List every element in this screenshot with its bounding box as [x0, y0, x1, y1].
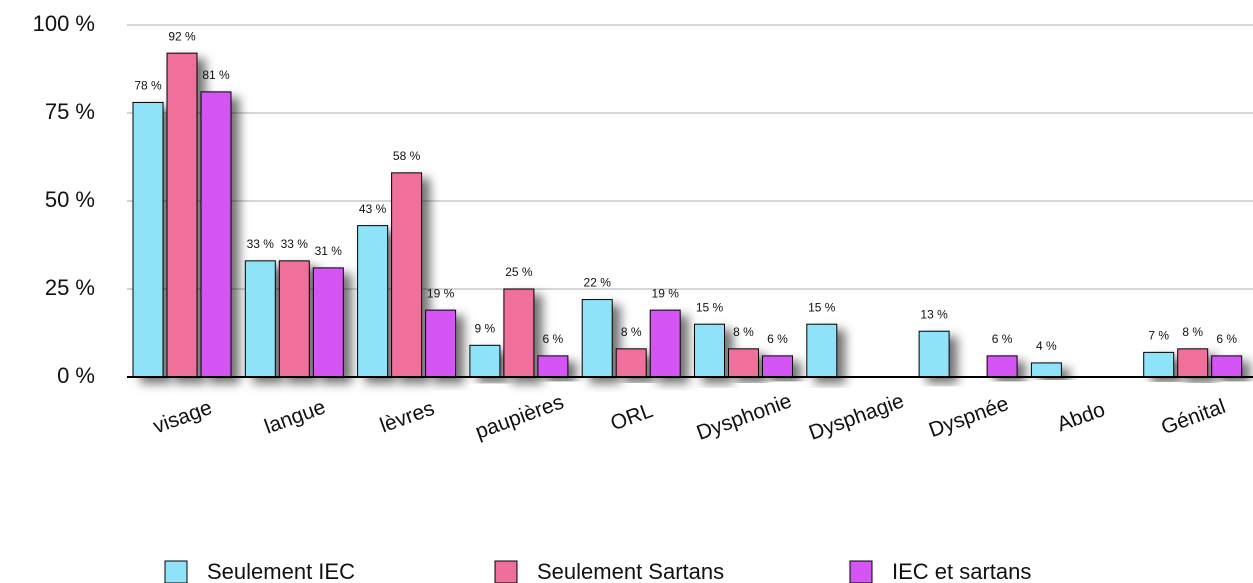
- value-label: 15 %: [808, 300, 836, 314]
- bar: [694, 323, 725, 378]
- bar: [537, 355, 569, 378]
- value-label: 8 %: [1182, 325, 1203, 339]
- value-label: 78 %: [134, 79, 162, 93]
- y-tick-label: 0 %: [57, 363, 95, 388]
- x-tick-label: visage: [150, 396, 215, 438]
- value-label: 7 %: [1148, 329, 1169, 343]
- bar: [391, 172, 423, 378]
- y-tick-label: 75 %: [45, 99, 95, 124]
- value-label: 19 %: [427, 286, 455, 300]
- bar: [806, 323, 838, 378]
- value-label: 15 %: [696, 300, 724, 314]
- x-tick-label: ORL: [608, 399, 656, 435]
- value-label: 31 %: [315, 244, 343, 258]
- bar: [357, 225, 389, 378]
- bar: [312, 267, 344, 378]
- value-label: 92 %: [168, 29, 196, 43]
- bar: [728, 348, 759, 378]
- bar: [132, 101, 164, 378]
- value-label: 43 %: [359, 202, 387, 216]
- value-label: 19 %: [652, 286, 680, 300]
- bar: [1143, 351, 1175, 378]
- value-label: 81 %: [202, 68, 230, 82]
- legend-swatch: [164, 560, 188, 583]
- value-label: 6 %: [543, 332, 564, 346]
- x-tick-label: langue: [261, 396, 328, 439]
- value-label: 25 %: [505, 265, 533, 279]
- legend-label: Seulement IEC: [207, 559, 355, 583]
- bar: [166, 52, 198, 378]
- x-tick-label: Dysphonie: [694, 389, 795, 445]
- value-label: 6 %: [767, 332, 788, 346]
- bar: [1211, 355, 1243, 378]
- value-label: 8 %: [733, 325, 754, 339]
- bar: [615, 348, 647, 378]
- x-tick-label: Abdo: [1054, 398, 1108, 436]
- bar: [581, 299, 613, 378]
- bar: [649, 309, 681, 378]
- value-label: 33 %: [281, 237, 309, 251]
- value-label: 6 %: [992, 332, 1013, 346]
- bar: [918, 330, 950, 378]
- legend-label: IEC et sartans: [892, 559, 1031, 583]
- bar: [1177, 348, 1209, 378]
- bar: [469, 344, 501, 378]
- x-tick-label: Dysphagie: [806, 389, 907, 445]
- y-tick-label: 25 %: [45, 275, 95, 300]
- x-tick-label: lèvres: [377, 397, 438, 438]
- value-label: 6 %: [1216, 332, 1237, 346]
- value-label: 58 %: [393, 149, 421, 163]
- legend-label: Seulement Sartans: [537, 559, 724, 583]
- x-tick-label: Génital: [1158, 395, 1228, 439]
- value-label: 33 %: [247, 237, 275, 251]
- value-label: 4 %: [1036, 339, 1057, 353]
- value-label: 22 %: [584, 276, 612, 290]
- y-tick-label: 100 %: [33, 11, 95, 36]
- bar: [244, 260, 276, 378]
- legend-swatch: [849, 560, 873, 583]
- bar: [278, 260, 310, 378]
- value-label: 8 %: [621, 325, 642, 339]
- bar: [425, 309, 457, 378]
- x-tick-label: Dyspnée: [926, 392, 1012, 442]
- x-tick-label: paupières: [472, 391, 567, 444]
- bar: [1030, 362, 1062, 378]
- bar: [503, 288, 535, 378]
- y-tick-label: 50 %: [45, 187, 95, 212]
- bar: [200, 91, 232, 378]
- bars: [132, 52, 1243, 378]
- bar: [986, 355, 1018, 378]
- value-label: 9 %: [475, 321, 496, 335]
- legend-swatch: [494, 560, 518, 583]
- value-label: 13 %: [920, 307, 948, 321]
- bar: [762, 355, 793, 378]
